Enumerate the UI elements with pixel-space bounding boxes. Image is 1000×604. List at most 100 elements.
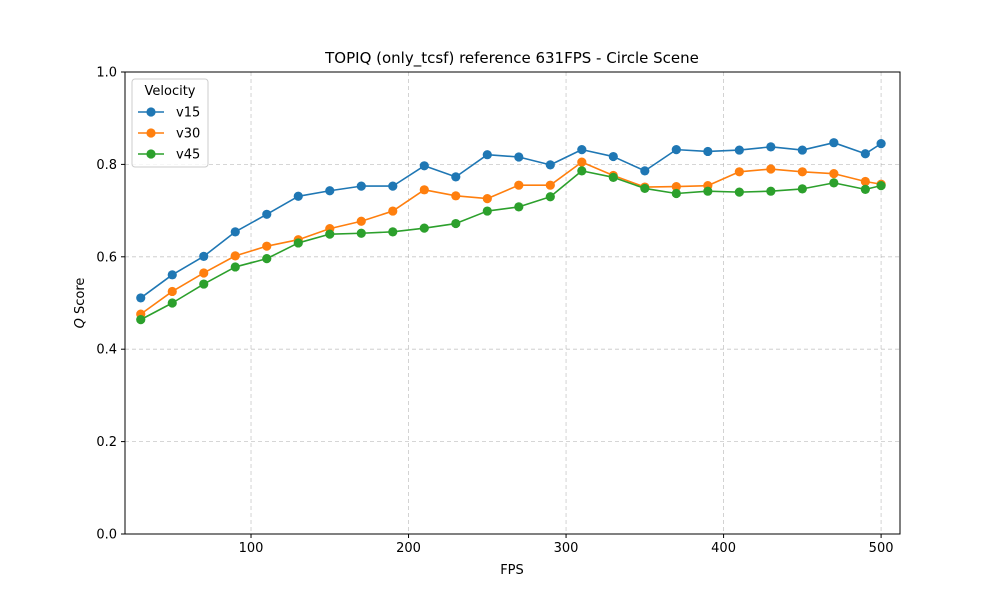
series-line-v30 <box>140 161 882 315</box>
legend-marker-v15 <box>146 107 156 117</box>
legend-entry-v45: v45 <box>138 148 200 163</box>
data-point-v15 <box>325 186 335 196</box>
legend-entry-v30: v30 <box>138 127 200 142</box>
series-v30 <box>136 157 886 319</box>
x-tick-label: 100 <box>239 541 264 556</box>
data-point-v45 <box>136 315 146 325</box>
data-point-v15 <box>482 150 492 160</box>
y-tick-label: 0.0 <box>96 528 117 543</box>
data-point-v15 <box>734 145 744 155</box>
series-v45 <box>136 166 886 325</box>
data-point-v45 <box>797 184 807 194</box>
data-point-v30 <box>734 167 744 177</box>
data-point-v15 <box>545 160 555 170</box>
data-point-v15 <box>419 161 429 171</box>
legend-entry-v15: v15 <box>138 106 200 121</box>
y-axis-label-text: Score <box>73 278 88 319</box>
data-point-v15 <box>577 145 587 155</box>
data-point-v45 <box>356 228 366 238</box>
data-point-v30 <box>419 185 429 195</box>
data-point-v45 <box>671 188 681 199</box>
data-point-v45 <box>703 186 713 196</box>
x-tick-label: 500 <box>869 541 894 556</box>
legend-label-v30: v30 <box>176 127 200 142</box>
data-point-v45 <box>860 184 870 194</box>
data-point-v15 <box>703 146 713 157</box>
data-point-v45 <box>482 206 492 216</box>
legend-marker-v30 <box>146 128 156 138</box>
y-tick-label: 0.8 <box>96 158 117 173</box>
data-point-v15 <box>199 251 209 261</box>
data-point-v30 <box>545 180 555 190</box>
y-tick-label: 0.4 <box>96 343 117 358</box>
legend-frame <box>131 78 209 168</box>
data-point-v30 <box>860 176 870 187</box>
x-tick-label: 200 <box>396 541 421 556</box>
y-axis-label-variable: Q <box>73 318 88 328</box>
data-point-v15 <box>136 293 146 303</box>
data-point-v30 <box>199 268 209 278</box>
data-point-v45 <box>419 223 429 233</box>
data-point-v30 <box>451 191 461 201</box>
grid-lines <box>125 71 900 535</box>
data-point-v45 <box>325 229 335 239</box>
plot-frame <box>124 71 901 535</box>
data-point-v30 <box>766 164 776 174</box>
x-tick-label: 400 <box>711 541 736 556</box>
legend-marker-v45 <box>146 149 156 159</box>
data-point-v45 <box>199 279 209 289</box>
data-point-v15 <box>860 149 870 159</box>
legend: Velocity v15 v30 v45 <box>131 78 209 168</box>
data-point-v30 <box>388 206 398 216</box>
data-point-v15 <box>230 227 240 237</box>
y-tick-label: 1.0 <box>96 66 117 81</box>
axis-ticks: 100 200 300 400 500 0.0 0.2 0.4 0.6 0.8 1.0 <box>96 66 893 557</box>
data-point-v45 <box>876 181 886 191</box>
data-point-v30 <box>262 241 272 251</box>
legend-title: Velocity <box>145 84 196 99</box>
data-point-v45 <box>640 183 650 194</box>
data-point-v45 <box>829 178 839 188</box>
data-point-v15 <box>876 139 886 149</box>
legend-label-v15: v15 <box>176 106 200 121</box>
series-v15 <box>136 138 886 303</box>
data-point-v30 <box>230 251 240 261</box>
data-point-v30 <box>577 157 587 167</box>
data-point-v45 <box>734 187 744 197</box>
data-point-v45 <box>230 262 240 272</box>
data-point-v15 <box>797 145 807 155</box>
data-point-v45 <box>388 227 398 237</box>
data-point-v45 <box>577 166 587 176</box>
data-point-v15 <box>356 181 366 191</box>
legend-label-v45: v45 <box>176 148 200 163</box>
data-point-v30 <box>514 180 524 190</box>
data-point-v15 <box>640 166 650 176</box>
x-axis-label: FPS <box>500 563 524 578</box>
data-point-v15 <box>829 138 839 148</box>
data-point-v45 <box>545 192 555 202</box>
data-point-v15 <box>262 209 272 219</box>
data-point-v45 <box>293 238 303 248</box>
data-point-v30 <box>829 169 839 179</box>
y-axis-label: Q Score <box>73 278 88 329</box>
data-point-v15 <box>293 191 303 201</box>
x-tick-label: 300 <box>554 541 579 556</box>
data-point-v45 <box>514 202 524 212</box>
legend-entries: v15 v30 v45 <box>138 106 200 163</box>
data-point-v45 <box>262 254 272 264</box>
series-layer <box>136 138 886 325</box>
y-tick-label: 0.6 <box>96 250 117 265</box>
data-point-v15 <box>766 142 776 152</box>
data-point-v15 <box>167 270 177 280</box>
data-point-v15 <box>388 181 398 191</box>
data-point-v30 <box>167 286 177 297</box>
data-point-v30 <box>671 181 681 192</box>
data-point-v15 <box>671 145 681 155</box>
data-point-v15 <box>608 151 618 162</box>
data-point-v45 <box>451 218 461 229</box>
data-point-v15 <box>451 172 461 182</box>
data-point-v45 <box>167 298 177 308</box>
data-point-v30 <box>356 216 366 226</box>
